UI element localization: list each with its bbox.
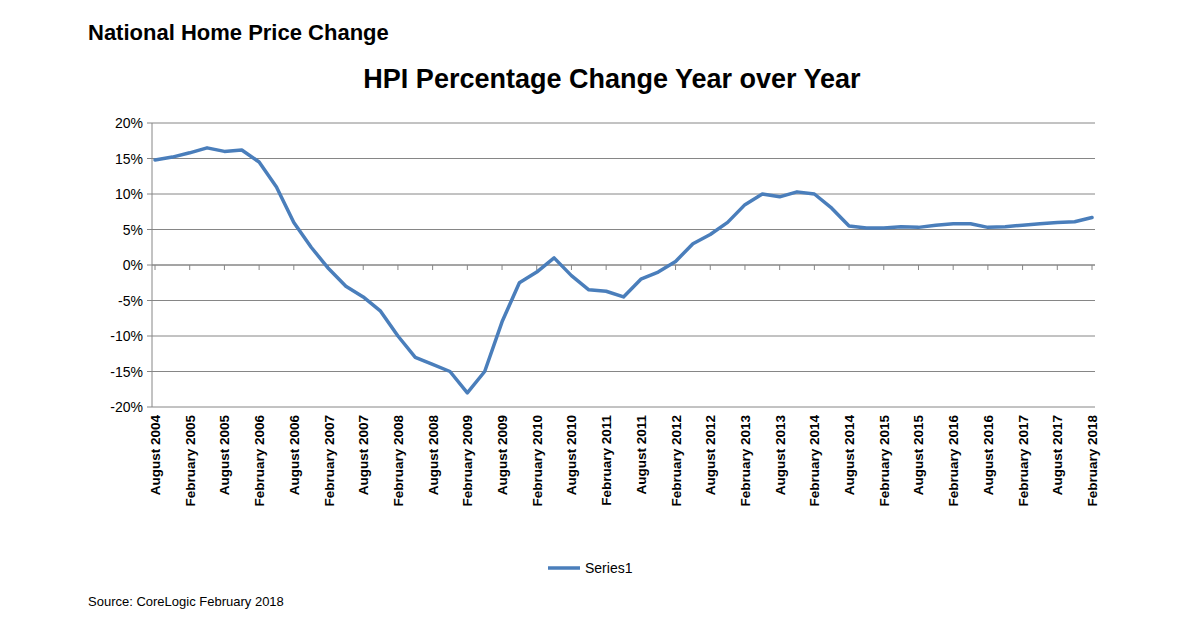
- x-tick: [293, 265, 294, 270]
- x-tick: [536, 265, 537, 270]
- x-tick-label: August 2015: [911, 415, 926, 496]
- x-tick-label: February 2015: [877, 415, 892, 507]
- grid-line: [152, 371, 1095, 372]
- x-tick: [1092, 265, 1093, 270]
- x-tick: [744, 265, 745, 270]
- x-tick: [675, 265, 676, 270]
- y-tick-label: 20%: [115, 115, 143, 131]
- x-tick-label: August 2016: [981, 415, 996, 496]
- x-tick: [155, 265, 156, 270]
- x-tick: [987, 265, 988, 270]
- y-tick-label: 10%: [115, 186, 143, 202]
- x-tick-label: February 2009: [460, 415, 475, 507]
- x-tick-label: August 2008: [426, 415, 441, 496]
- grid-line: [152, 300, 1095, 301]
- x-tick: [224, 265, 225, 270]
- y-tick-label: -5%: [118, 293, 143, 309]
- x-tick-label: February 2018: [1085, 415, 1100, 507]
- x-tick-label: August 2005: [217, 415, 232, 496]
- x-tick: [397, 265, 398, 270]
- x-tick-label: August 2013: [773, 415, 788, 496]
- grid-line: [152, 158, 1095, 159]
- x-tick: [189, 265, 190, 270]
- x-tick-label: August 2012: [703, 415, 718, 495]
- y-tick-label: -10%: [110, 328, 143, 344]
- x-tick-label: August 2006: [287, 415, 302, 496]
- grid-line: [152, 407, 1095, 408]
- x-tick-label: August 2010: [564, 415, 579, 495]
- x-tick-label: August 2011: [634, 415, 649, 495]
- y-tick: [147, 407, 152, 408]
- grid-line: [152, 229, 1095, 230]
- x-tick-label: February 2017: [1016, 415, 1031, 507]
- y-tick-label: -15%: [110, 364, 143, 380]
- x-tick: [467, 265, 468, 270]
- grid-line: [152, 123, 1095, 124]
- x-tick-label: February 2008: [391, 415, 406, 507]
- x-tick-label: February 2005: [183, 415, 198, 507]
- y-tick: [147, 265, 152, 266]
- y-tick-label: 15%: [115, 151, 143, 167]
- x-tick: [710, 265, 711, 270]
- legend-label: Series1: [585, 560, 633, 576]
- y-tick: [147, 158, 152, 159]
- x-tick: [363, 265, 364, 270]
- x-tick: [571, 265, 572, 270]
- x-tick: [502, 265, 503, 270]
- x-tick: [918, 265, 919, 270]
- x-tick-label: February 2006: [252, 415, 267, 507]
- series-line: [155, 148, 1092, 393]
- x-tick: [432, 265, 433, 270]
- x-tick-label: February 2013: [738, 415, 753, 507]
- y-tick-label: 5%: [123, 222, 143, 238]
- x-tick: [814, 265, 815, 270]
- source: Source: CoreLogic February 2018: [88, 594, 284, 609]
- x-tick: [883, 265, 884, 270]
- x-tick-label: August 2017: [1050, 415, 1065, 495]
- y-tick-label: 0%: [123, 257, 143, 273]
- x-tick-label: August 2004: [148, 415, 163, 496]
- y-tick: [147, 300, 152, 301]
- x-tick: [606, 265, 607, 270]
- header: National Home Price Change: [88, 20, 389, 45]
- x-tick-label: February 2016: [946, 415, 961, 507]
- y-tick: [147, 194, 152, 195]
- chart: National Home Price Change HPI Percentage…: [0, 0, 1200, 627]
- x-tick-label: August 2007: [356, 415, 371, 495]
- x-tick-label: February 2007: [322, 415, 337, 507]
- x-tick: [953, 265, 954, 270]
- x-tick-label: February 2010: [530, 415, 545, 507]
- legend-swatch: [548, 566, 580, 570]
- x-tick: [640, 265, 641, 270]
- grid-line: [152, 194, 1095, 195]
- x-tick-label: August 2009: [495, 415, 510, 495]
- x-tick: [779, 265, 780, 270]
- x-tick: [1022, 265, 1023, 270]
- x-tick-label: February 2012: [669, 415, 684, 507]
- y-tick: [147, 123, 152, 124]
- y-tick-label: -20%: [110, 399, 143, 415]
- y-tick: [147, 371, 152, 372]
- plot-marks: [155, 148, 1092, 393]
- title: HPI Percentage Change Year over Year: [363, 64, 861, 94]
- x-tick: [849, 265, 850, 270]
- x-tick-label: February 2011: [599, 415, 614, 506]
- y-tick: [147, 229, 152, 230]
- x-tick: [1057, 265, 1058, 270]
- grid-line: [152, 336, 1095, 337]
- y-tick: [147, 336, 152, 337]
- x-tick-label: February 2014: [807, 415, 822, 507]
- x-tick-label: August 2014: [842, 415, 857, 496]
- x-tick: [259, 265, 260, 270]
